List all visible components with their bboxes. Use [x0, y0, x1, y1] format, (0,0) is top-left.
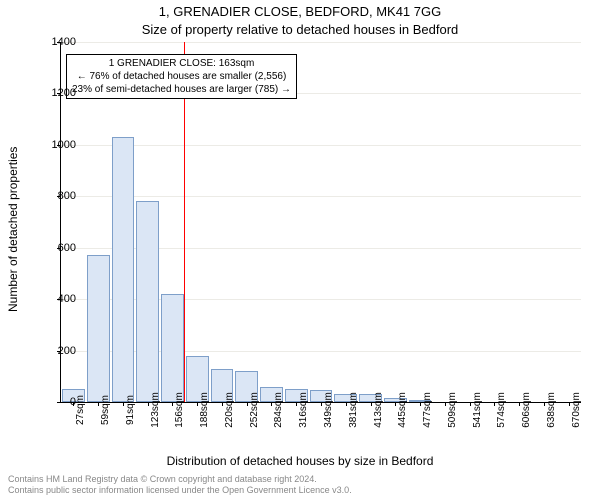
- attribution-line2: Contains public sector information licen…: [8, 485, 352, 496]
- xtick-label: 91sqm: [125, 395, 136, 425]
- xtick-label: 220sqm: [224, 392, 235, 428]
- gridline-h: [61, 196, 581, 197]
- xtick-label: 413sqm: [373, 392, 384, 428]
- xtick-label: 252sqm: [249, 392, 260, 428]
- annotation-line3: 23% of semi-detached houses are larger (…: [72, 83, 291, 96]
- xtick-label: 381sqm: [348, 392, 359, 428]
- xtick-mark: [371, 402, 372, 406]
- xtick-label: 316sqm: [298, 392, 309, 428]
- xtick-label: 156sqm: [174, 392, 185, 428]
- xtick-mark: [98, 402, 99, 406]
- x-axis-label: Distribution of detached houses by size …: [0, 454, 600, 468]
- xtick-label: 445sqm: [397, 392, 408, 428]
- xtick-label: 349sqm: [323, 392, 334, 428]
- ytick-label: 200: [46, 345, 76, 357]
- annotation-box: 1 GRENADIER CLOSE: 163sqm ← 76% of detac…: [66, 54, 297, 99]
- xtick-mark: [544, 402, 545, 406]
- xtick-mark: [470, 402, 471, 406]
- annotation-line2: ← 76% of detached houses are smaller (2,…: [72, 70, 291, 83]
- xtick-mark: [222, 402, 223, 406]
- xtick-mark: [123, 402, 124, 406]
- xtick-mark: [321, 402, 322, 406]
- annotation-line1: 1 GRENADIER CLOSE: 163sqm: [72, 57, 291, 70]
- xtick-mark: [569, 402, 570, 406]
- ytick-label: 1000: [46, 139, 76, 151]
- xtick-label: 638sqm: [546, 392, 557, 428]
- histogram-bar: [87, 255, 110, 402]
- xtick-label: 59sqm: [100, 395, 111, 425]
- xtick-mark: [346, 402, 347, 406]
- gridline-h: [61, 42, 581, 43]
- chart-title-line2: Size of property relative to detached ho…: [0, 22, 600, 37]
- xtick-mark: [445, 402, 446, 406]
- xtick-mark: [247, 402, 248, 406]
- ytick-label: 1400: [46, 36, 76, 48]
- ytick-label: 1200: [46, 87, 76, 99]
- xtick-label: 27sqm: [75, 395, 86, 425]
- y-axis-label: Number of detached properties: [6, 147, 20, 312]
- xtick-label: 123sqm: [150, 392, 161, 428]
- chart-container: 1, GRENADIER CLOSE, BEDFORD, MK41 7GG Si…: [0, 0, 600, 500]
- gridline-h: [61, 145, 581, 146]
- histogram-bar: [161, 294, 184, 402]
- xtick-mark: [148, 402, 149, 406]
- xtick-label: 477sqm: [422, 392, 433, 428]
- ytick-label: 600: [46, 242, 76, 254]
- xtick-label: 606sqm: [521, 392, 532, 428]
- xtick-mark: [519, 402, 520, 406]
- xtick-label: 188sqm: [199, 392, 210, 428]
- attribution-line1: Contains HM Land Registry data © Crown c…: [8, 474, 352, 485]
- xtick-label: 541sqm: [472, 392, 483, 428]
- xtick-label: 670sqm: [571, 392, 582, 428]
- histogram-bar: [112, 137, 135, 402]
- xtick-label: 284sqm: [273, 392, 284, 428]
- xtick-mark: [420, 402, 421, 406]
- xtick-label: 574sqm: [496, 392, 507, 428]
- attribution: Contains HM Land Registry data © Crown c…: [8, 474, 352, 497]
- ytick-label: 800: [46, 190, 76, 202]
- ytick-label: 400: [46, 293, 76, 305]
- ytick-label: 0: [46, 396, 76, 408]
- histogram-bar: [136, 201, 159, 402]
- chart-title-line1: 1, GRENADIER CLOSE, BEDFORD, MK41 7GG: [0, 4, 600, 19]
- xtick-label: 509sqm: [447, 392, 458, 428]
